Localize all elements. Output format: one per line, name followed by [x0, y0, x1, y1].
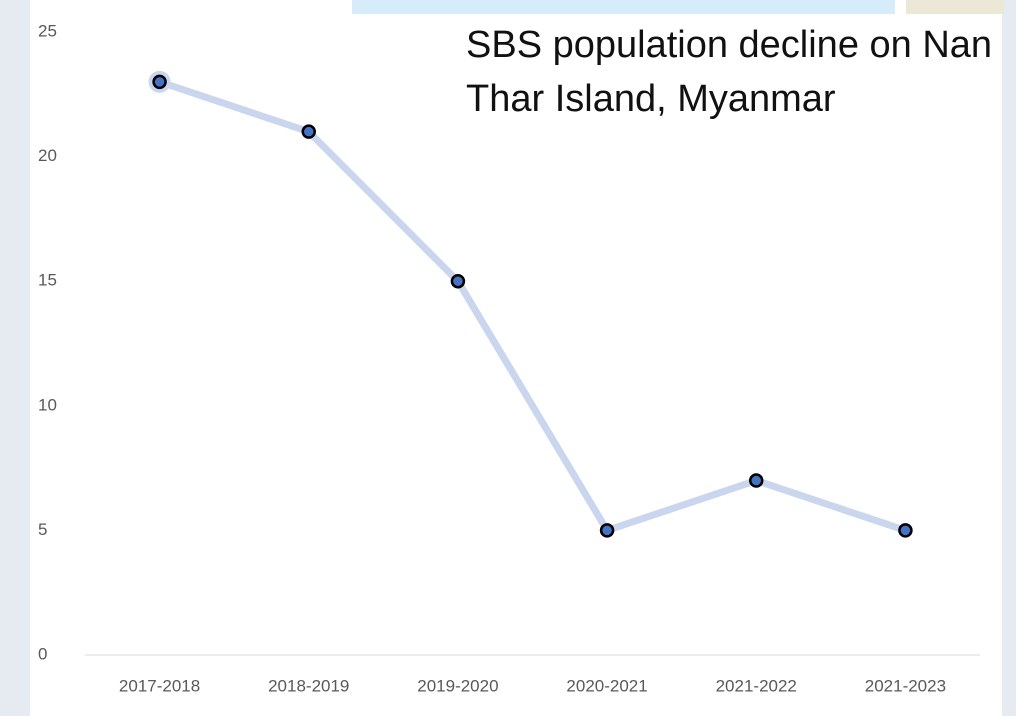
data-point: [154, 76, 166, 88]
x-tick-label: 2021-2023: [865, 676, 946, 695]
y-tick-label: 20: [38, 146, 57, 165]
data-point: [601, 524, 613, 536]
data-point: [899, 524, 911, 536]
x-tick-label: 2021-2022: [716, 676, 797, 695]
page: SBS population decline on Nan Thar Islan…: [0, 0, 1016, 716]
data-point: [303, 126, 315, 138]
edge-image: [906, 0, 1004, 14]
y-tick-label: 10: [38, 395, 57, 414]
y-tick-label: 5: [38, 520, 47, 539]
x-tick-label: 2017-2018: [119, 676, 200, 695]
x-tick-label: 2020-2021: [566, 676, 647, 695]
chart-title: SBS population decline on Nan Thar Islan…: [466, 18, 996, 126]
data-point: [750, 475, 762, 487]
y-tick-label: 15: [38, 271, 57, 290]
top-band: [352, 0, 895, 14]
y-tick-label: 25: [38, 21, 57, 40]
y-tick-label: 0: [38, 644, 47, 663]
data-point: [452, 275, 464, 287]
x-tick-label: 2018-2019: [268, 676, 349, 695]
x-tick-label: 2019-2020: [417, 676, 498, 695]
title-container: SBS population decline on Nan Thar Islan…: [466, 18, 996, 138]
chart: SBS population decline on Nan Thar Islan…: [0, 0, 1016, 716]
